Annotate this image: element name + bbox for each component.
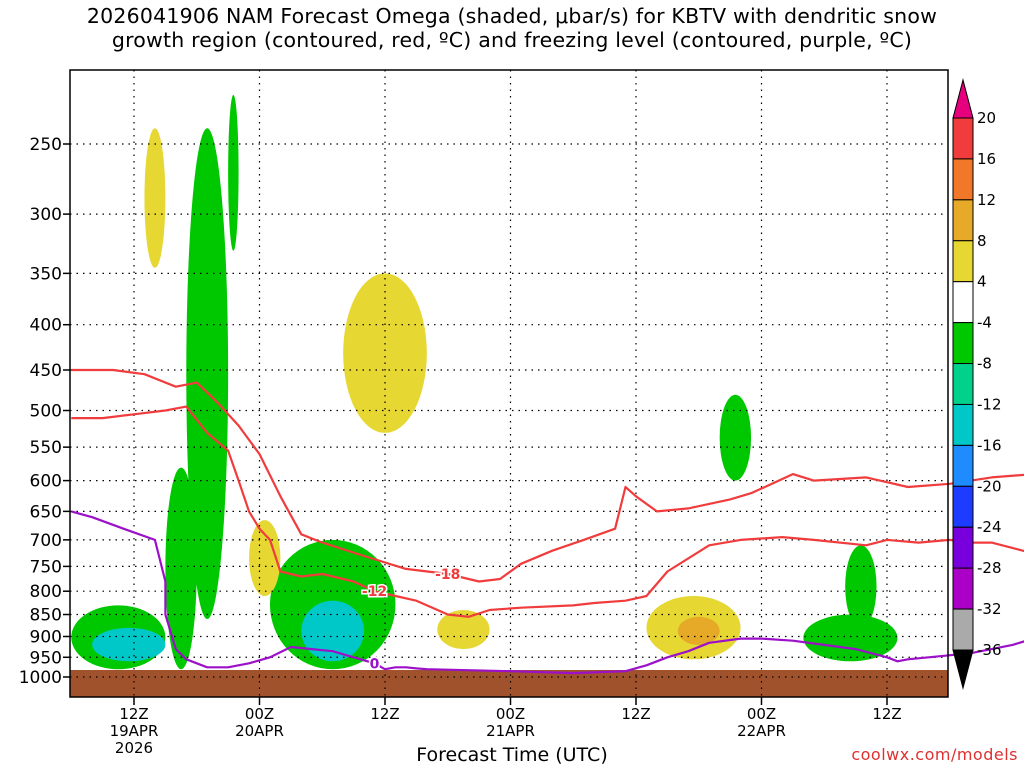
omega-region-8: [301, 600, 365, 662]
grid-lines: [70, 70, 948, 697]
x-tick-label-12-1: 20APR: [235, 722, 284, 740]
y-tick-label-250: 250: [30, 135, 62, 155]
colorbar-label-6: -8: [977, 355, 992, 373]
colorbar-label-8: -16: [977, 436, 1002, 454]
x-tick-label-36-1: 21APR: [486, 722, 535, 740]
colorbar-swatch-3: [952, 199, 974, 242]
title-line-2: growth region (contoured, red, ºC) and f…: [111, 28, 913, 52]
x-tick-label-24-0: 12Z: [370, 705, 399, 723]
colorbar-swatch-2: [952, 158, 974, 201]
y-tick-label-900: 900: [30, 627, 62, 647]
colorbar-label-3: 8: [977, 232, 987, 250]
contour-0: [71, 368, 1024, 583]
contour-lines: -18 -12 0: [71, 368, 1024, 675]
x-axis-label: Forecast Time (UTC): [416, 744, 608, 766]
ground-fill: [70, 670, 948, 697]
y-tick-label-750: 750: [30, 557, 62, 577]
omega-region-14: [677, 616, 720, 645]
y-tick-label-600: 600: [30, 472, 62, 492]
omega-region-1: [92, 627, 166, 662]
y-tick-label-850: 850: [30, 606, 62, 626]
x-tick-label-72-0: 12Z: [872, 705, 901, 723]
colorbar-label-11: -28: [977, 559, 1002, 577]
colorbar-label-12: -32: [977, 600, 1002, 618]
y-tick-label-400: 400: [30, 316, 62, 336]
y-tick-label-300: 300: [30, 205, 62, 225]
omega-region-11: [437, 609, 490, 650]
omega-shading: [71, 94, 898, 670]
y-tick-label-500: 500: [30, 402, 62, 422]
omega-region-5: [186, 128, 229, 620]
colorbar-swatch-8: [952, 403, 974, 446]
x-tick-label-0-0: 12Z: [119, 705, 148, 723]
omega-region-9: [343, 273, 427, 433]
omega-region-15: [803, 614, 898, 662]
colorbar-label-4: 4: [977, 273, 987, 291]
colorbar-bottom-triangle: [952, 649, 974, 690]
y-tick-label-350: 350: [30, 264, 62, 284]
colorbar-swatch-9: [952, 444, 974, 487]
x-tick-label-0-2: 2026: [115, 739, 153, 757]
colorbar-swatch-13: [952, 608, 974, 651]
colorbar-swatch-5: [952, 281, 974, 324]
x-tick-label-48-0: 12Z: [621, 705, 650, 723]
omega-region-16: [845, 545, 877, 628]
title-line-1: 2026041906 NAM Forecast Omega (shaded, μ…: [86, 4, 938, 28]
colorbar-label-13: -36: [977, 641, 1002, 659]
omega-region-12: [719, 394, 752, 481]
contour-label-2: 0: [370, 656, 380, 672]
contour-1: [71, 405, 1024, 618]
colorbar-swatch-11: [952, 526, 974, 569]
colorbar-top-triangle: [952, 78, 974, 119]
colorbar: 20 16 12 8 4 -4 -8 -12 -16 -20 -24 -28 -32 -36: [952, 78, 1002, 690]
y-tick-label-700: 700: [30, 531, 62, 551]
colorbar-label-10: -24: [977, 518, 1002, 536]
contour-label-0: -18: [435, 567, 460, 583]
chart-title: 2026041906 NAM Forecast Omega (shaded, μ…: [0, 4, 1024, 52]
x-tick-label-36-0: 00Z: [496, 705, 525, 723]
y-tick-label-450: 450: [30, 361, 62, 381]
colorbar-swatch-7: [952, 363, 974, 405]
colorbar-label-7: -12: [977, 395, 1002, 413]
colorbar-swatch-6: [952, 322, 974, 365]
y-tick-label-1000: 1000: [19, 668, 62, 688]
x-tick-label-0-1: 19APR: [110, 722, 159, 740]
colorbar-swatch-10: [952, 485, 974, 528]
colorbar-label-5: -4: [977, 314, 992, 332]
plot-frame: [69, 69, 949, 698]
x-tick-label-12-0: 00Z: [245, 705, 274, 723]
credit-link[interactable]: coolwx.com/models: [851, 745, 1018, 764]
contour-label-1: -12: [362, 584, 387, 600]
colorbar-label-1: 16: [977, 150, 996, 168]
y-tick-label-800: 800: [30, 582, 62, 602]
x-tick-label-60-0: 00Z: [747, 705, 776, 723]
omega-region-4: [144, 128, 166, 268]
colorbar-swatch-12: [952, 567, 974, 610]
omega-region-2: [165, 467, 197, 670]
omega-region-10: [249, 520, 281, 596]
x-tick-label-60-1: 22APR: [737, 722, 786, 740]
y-axis: 2503003504004505005506006507007508008509…: [19, 135, 70, 688]
colorbar-label-2: 12: [977, 191, 996, 209]
plot-border: [69, 69, 949, 698]
colorbar-swatch-1: [952, 117, 974, 160]
y-tick-label-650: 650: [30, 502, 62, 522]
y-tick-label-550: 550: [30, 438, 62, 458]
colorbar-swatch-4: [952, 240, 974, 283]
colorbar-label-9: -20: [977, 477, 1002, 495]
colorbar-label-0: 20: [977, 109, 996, 127]
y-tick-label-950: 950: [30, 648, 62, 668]
ground-layer: [70, 670, 948, 697]
contour-2: [71, 510, 1024, 675]
omega-region-6: [228, 94, 239, 251]
